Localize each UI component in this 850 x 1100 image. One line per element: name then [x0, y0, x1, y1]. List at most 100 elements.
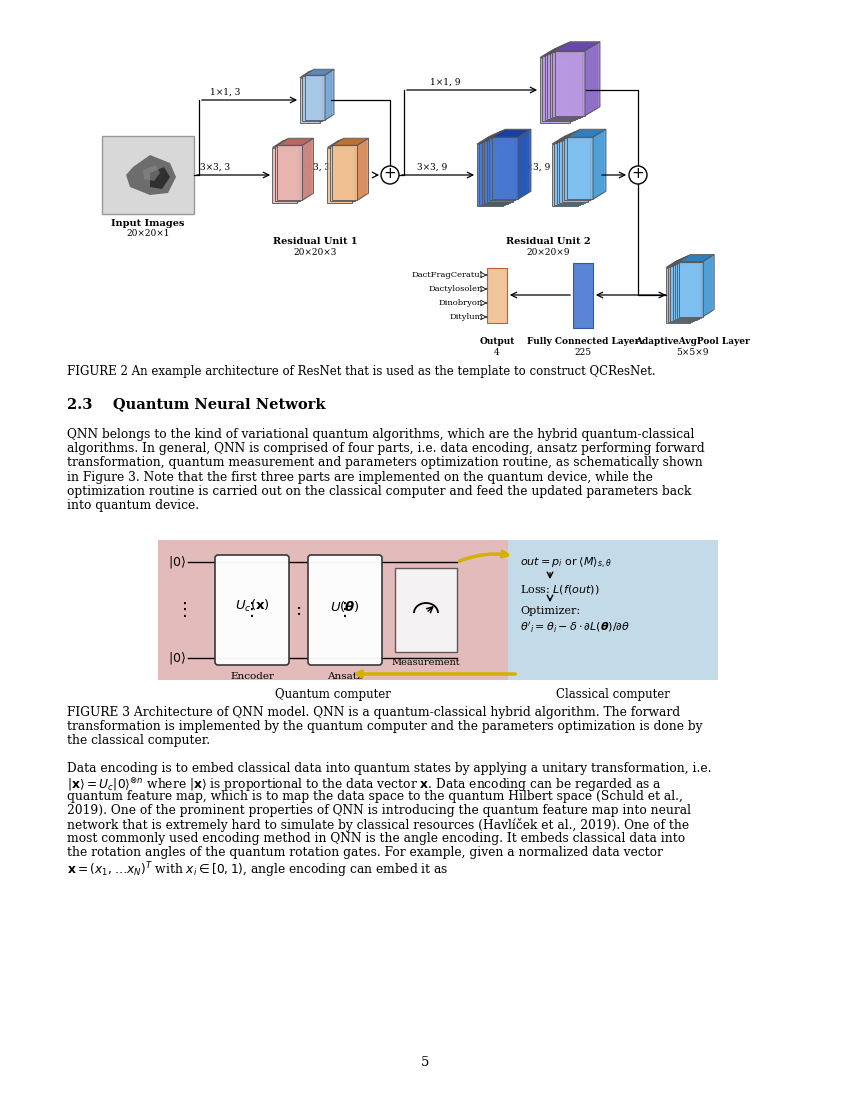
- Polygon shape: [490, 139, 515, 200]
- Polygon shape: [679, 254, 714, 262]
- Text: quantum feature map, which is to map the data space to the quantum Hilbert space: quantum feature map, which is to map the…: [67, 790, 683, 803]
- Polygon shape: [275, 140, 311, 146]
- Text: 2019). One of the prominent properties of QNN is introducing the quantum feature: 2019). One of the prominent properties o…: [67, 804, 691, 817]
- Polygon shape: [303, 76, 322, 121]
- Polygon shape: [518, 130, 531, 199]
- Polygon shape: [552, 144, 578, 206]
- Text: network that is extremely hard to simulate by classical resources (Havlíček et a: network that is extremely hard to simula…: [67, 818, 689, 832]
- Polygon shape: [143, 165, 160, 182]
- Text: Dactylosolen: Dactylosolen: [428, 285, 483, 293]
- Text: $\mathbf{x} = (x_1,\ldots x_N)^T$ with $x_i \in [0,1)$, angle encoding can embed: $\mathbf{x} = (x_1,\ldots x_N)^T$ with $…: [67, 860, 449, 880]
- Polygon shape: [150, 167, 170, 189]
- Polygon shape: [277, 145, 303, 200]
- Polygon shape: [482, 134, 521, 142]
- Polygon shape: [588, 132, 601, 201]
- Polygon shape: [666, 267, 690, 322]
- Polygon shape: [581, 135, 593, 205]
- Polygon shape: [353, 141, 364, 202]
- Text: 3×3, 9: 3×3, 9: [416, 163, 447, 172]
- Text: ⋮: ⋮: [336, 601, 354, 619]
- Polygon shape: [513, 132, 526, 201]
- Text: 1×1, 3: 1×1, 3: [210, 88, 241, 97]
- Polygon shape: [697, 257, 707, 319]
- Polygon shape: [515, 131, 529, 200]
- Polygon shape: [490, 131, 529, 139]
- Polygon shape: [666, 261, 701, 267]
- Text: 5×5×9: 5×5×9: [676, 348, 708, 358]
- Text: in Figure 3. Note that the first three parts are implemented on the quantum devi: in Figure 3. Note that the first three p…: [67, 471, 653, 484]
- Polygon shape: [330, 146, 355, 201]
- Polygon shape: [487, 140, 513, 201]
- Polygon shape: [586, 133, 598, 202]
- Text: 3×3, 3: 3×3, 3: [200, 163, 230, 172]
- Text: 20×20×3: 20×20×3: [293, 248, 337, 257]
- Text: ⋮: ⋮: [243, 601, 261, 619]
- Text: $|0\rangle$: $|0\rangle$: [168, 554, 186, 570]
- Polygon shape: [552, 43, 598, 52]
- Polygon shape: [492, 138, 518, 199]
- Polygon shape: [479, 143, 506, 205]
- Text: FIGURE 3 Architecture of QNN model. QNN is a quantum-classical hybrid algorithm.: FIGURE 3 Architecture of QNN model. QNN …: [67, 706, 680, 719]
- Polygon shape: [573, 47, 587, 121]
- FancyBboxPatch shape: [102, 136, 194, 214]
- Polygon shape: [559, 141, 586, 202]
- Text: optimization routine is carried out on the classical computer and feed the updat: optimization routine is carried out on t…: [67, 485, 691, 498]
- Polygon shape: [300, 77, 320, 122]
- Text: QNN belongs to the kind of variational quantum algorithms, which are the hybrid : QNN belongs to the kind of variational q…: [67, 428, 694, 441]
- Polygon shape: [547, 45, 592, 54]
- Text: ⋮: ⋮: [176, 601, 194, 619]
- Polygon shape: [675, 256, 710, 264]
- Polygon shape: [506, 135, 518, 205]
- Text: 20×20×9: 20×20×9: [526, 248, 570, 257]
- Polygon shape: [575, 46, 590, 120]
- Polygon shape: [492, 130, 531, 138]
- Polygon shape: [273, 147, 298, 202]
- Polygon shape: [305, 69, 334, 75]
- Polygon shape: [699, 256, 710, 319]
- FancyBboxPatch shape: [487, 267, 507, 322]
- Text: Encoder: Encoder: [230, 672, 274, 681]
- Text: 3×3, 3: 3×3, 3: [300, 163, 330, 172]
- Text: Dinobryon: Dinobryon: [439, 299, 483, 307]
- Polygon shape: [570, 48, 585, 122]
- Text: Residual Unit 1: Residual Unit 1: [273, 236, 357, 246]
- Text: most commonly used encoding method in QNN is the angle encoding. It embeds class: most commonly used encoding method in QN…: [67, 832, 685, 845]
- Text: 3×3, 9: 3×3, 9: [520, 163, 550, 172]
- Polygon shape: [550, 53, 580, 118]
- Polygon shape: [322, 70, 332, 121]
- Polygon shape: [545, 55, 575, 120]
- Polygon shape: [567, 138, 593, 199]
- FancyBboxPatch shape: [308, 556, 382, 666]
- Polygon shape: [327, 141, 364, 147]
- Text: $|0\rangle$: $|0\rangle$: [168, 650, 186, 666]
- Text: :: :: [295, 601, 301, 619]
- Polygon shape: [672, 257, 707, 264]
- Polygon shape: [547, 54, 577, 119]
- Polygon shape: [487, 132, 526, 140]
- Polygon shape: [273, 141, 309, 147]
- Polygon shape: [303, 139, 314, 200]
- Text: the rotation angles of the quantum rotation gates. For example, given a normaliz: the rotation angles of the quantum rotat…: [67, 846, 663, 859]
- Text: algorithms. In general, QNN is comprised of four parts, i.e. data encoding, ansa: algorithms. In general, QNN is comprised…: [67, 442, 705, 455]
- Polygon shape: [668, 260, 703, 266]
- Text: Measurement: Measurement: [392, 658, 461, 667]
- Text: Ditylum: Ditylum: [450, 314, 483, 321]
- Polygon shape: [593, 130, 606, 199]
- FancyBboxPatch shape: [508, 540, 718, 680]
- Text: Ansatz: Ansatz: [327, 672, 363, 681]
- Polygon shape: [703, 254, 714, 317]
- Polygon shape: [580, 44, 595, 118]
- Text: 225: 225: [575, 348, 592, 358]
- Polygon shape: [671, 265, 694, 320]
- Polygon shape: [327, 147, 353, 202]
- Polygon shape: [552, 52, 582, 117]
- Text: the classical computer.: the classical computer.: [67, 734, 210, 747]
- Text: $|\mathbf{x}\rangle = U_c|0\rangle^{\otimes n}$ where $|\mathbf{x}\rangle$ is pr: $|\mathbf{x}\rangle = U_c|0\rangle^{\oti…: [67, 776, 662, 794]
- FancyBboxPatch shape: [215, 556, 289, 666]
- Text: Loss: $L(f(out))$: Loss: $L(f(out))$: [520, 583, 599, 596]
- Polygon shape: [511, 133, 524, 202]
- Polygon shape: [550, 44, 595, 53]
- Polygon shape: [701, 255, 712, 318]
- Polygon shape: [330, 140, 366, 146]
- Polygon shape: [585, 42, 600, 116]
